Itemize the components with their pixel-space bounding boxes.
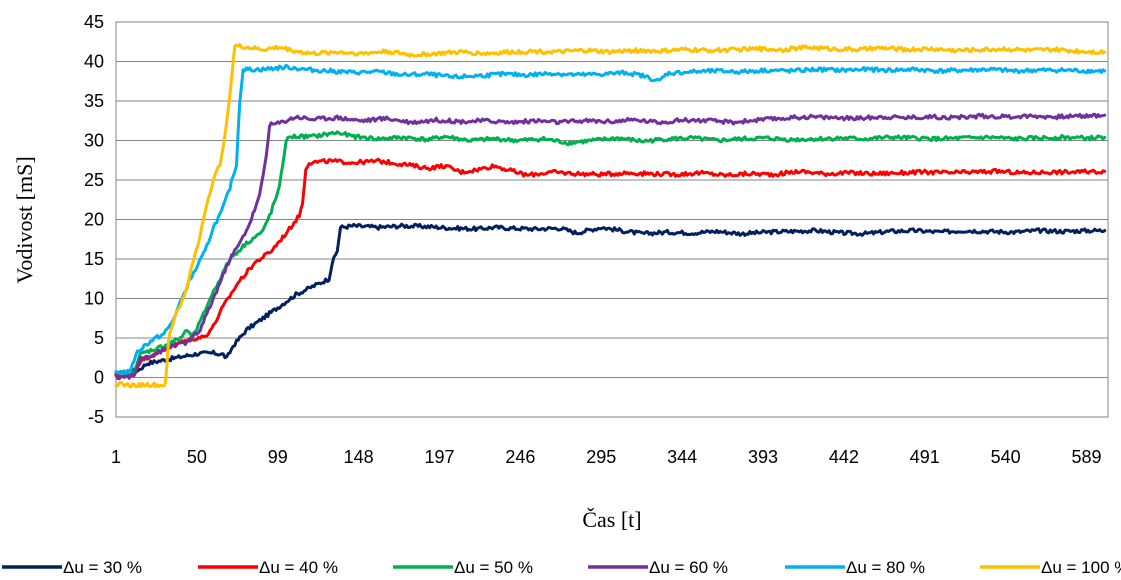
y-tick-label: -5 xyxy=(88,407,104,427)
x-tick-label: 99 xyxy=(268,447,288,467)
y-tick-label: 5 xyxy=(94,328,104,348)
x-tick-label: 491 xyxy=(910,447,940,467)
x-tick-label: 246 xyxy=(505,447,535,467)
x-tick-label: 1 xyxy=(111,447,121,467)
series-line-1 xyxy=(114,222,1107,378)
legend-label: Δu = 40 % xyxy=(259,558,338,577)
x-tick-label: 344 xyxy=(667,447,697,467)
grid-layer xyxy=(116,21,1108,418)
series-line-3 xyxy=(114,130,1107,376)
y-tick-label: 40 xyxy=(84,52,104,72)
series-line-5 xyxy=(114,63,1107,376)
x-tick-label: 442 xyxy=(829,447,859,467)
x-axis-title: Čas [t] xyxy=(582,507,641,532)
legend: Δu = 30 % Δu = 40 % Δu = 50 % Δu = 60 % Δu =… xyxy=(2,558,1121,577)
series-layer xyxy=(114,43,1107,389)
x-tick-label: 393 xyxy=(748,447,778,467)
series-line-6 xyxy=(114,43,1107,389)
legend-label: Δu = 30 % xyxy=(63,558,142,577)
legend-label: Δu = 60 % xyxy=(649,558,728,577)
x-tick-labels: 1 50 99 148 197 246 295 344 393 442 491 540 589 xyxy=(111,447,1102,467)
y-tick-label: 30 xyxy=(84,131,104,151)
plot-area-border xyxy=(115,21,1109,418)
y-tick-label: 35 xyxy=(84,91,104,111)
legend-label: Δu = 50 % xyxy=(454,558,533,577)
y-tick-label: 0 xyxy=(94,368,104,388)
y-tick-label: 25 xyxy=(84,170,104,190)
series-line-2 xyxy=(114,157,1107,379)
y-tick-label: 15 xyxy=(84,249,104,269)
x-tick-label: 148 xyxy=(344,447,374,467)
y-axis-title: Vodivost [mS] xyxy=(12,156,37,283)
x-tick-label: 589 xyxy=(1072,447,1102,467)
legend-label: Δu = 100 % xyxy=(1041,558,1121,577)
legend-label: Δu = 80 % xyxy=(846,558,925,577)
x-tick-label: 540 xyxy=(991,447,1021,467)
x-tick-label: 295 xyxy=(586,447,616,467)
series-line-4 xyxy=(114,112,1107,381)
y-tick-label: 20 xyxy=(84,210,104,230)
x-tick-label: 197 xyxy=(424,447,454,467)
y-tick-label: 45 xyxy=(84,12,104,32)
y-tick-label: 10 xyxy=(84,289,104,309)
x-tick-label: 50 xyxy=(187,447,207,467)
y-tick-labels: -5 0 5 10 15 20 25 30 35 40 45 xyxy=(84,12,104,427)
